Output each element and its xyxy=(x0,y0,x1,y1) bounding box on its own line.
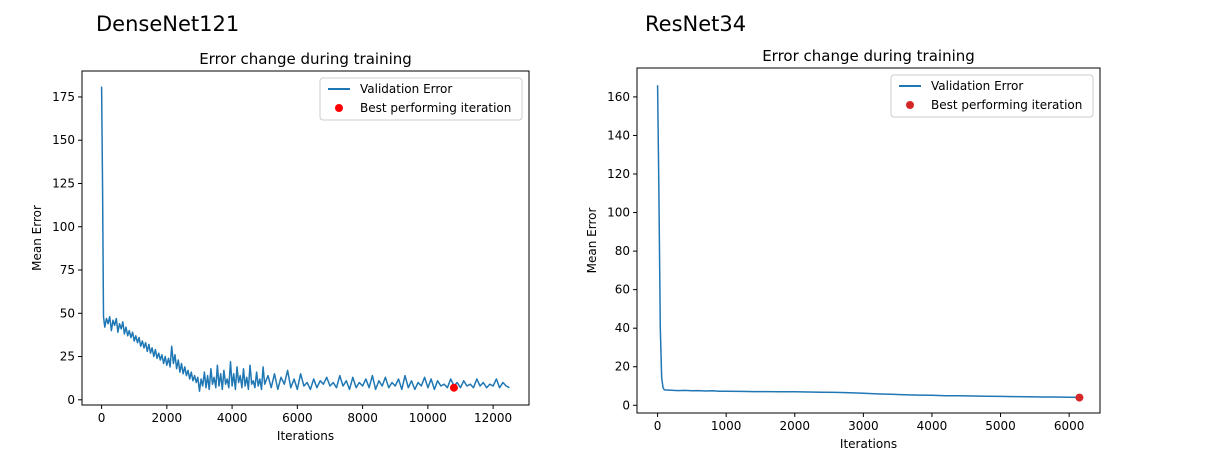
best-iteration-point xyxy=(449,383,458,392)
x-tick-label: 6000 xyxy=(282,411,313,425)
y-tick-label: 75 xyxy=(60,263,75,277)
y-tick-label: 80 xyxy=(615,244,630,258)
legend-box xyxy=(890,74,1094,118)
y-tick-label: 0 xyxy=(622,398,630,412)
legend-marker-swatch xyxy=(335,104,343,112)
y-tick-label: 175 xyxy=(52,90,75,104)
validation-error-line xyxy=(100,86,510,392)
y-axis-label: Mean Error xyxy=(585,208,599,274)
y-tick-label: 140 xyxy=(607,128,630,142)
resnet-heading: ResNet34 xyxy=(645,12,747,36)
best-iteration-point xyxy=(1075,393,1084,402)
x-tick-label: 8000 xyxy=(347,411,378,425)
x-tick-label: 4000 xyxy=(217,411,248,425)
x-tick-label: 5000 xyxy=(985,419,1016,433)
x-tick-label: 4000 xyxy=(917,419,948,433)
legend: Validation Error Best performing iteratio… xyxy=(890,74,1094,118)
x-axis-label: Iterations xyxy=(840,437,897,451)
legend-label: Best performing iteration xyxy=(360,101,511,115)
validation-error-line xyxy=(656,85,1080,399)
chart-title: Error change during training xyxy=(199,50,412,68)
legend-box xyxy=(319,77,523,121)
x-tick-label: 2000 xyxy=(779,419,810,433)
legend-marker-swatch xyxy=(906,101,914,109)
x-axis-label: Iterations xyxy=(277,429,334,443)
x-tick-label: 12000 xyxy=(474,411,512,425)
y-tick-label: 60 xyxy=(615,283,630,297)
legend-label: Validation Error xyxy=(360,82,452,96)
y-tick-label: 0 xyxy=(67,393,75,407)
legend-label: Validation Error xyxy=(931,79,1023,93)
y-tick-label: 40 xyxy=(615,321,630,335)
x-tick-label: 6000 xyxy=(1054,419,1085,433)
y-axis-label: Mean Error xyxy=(30,205,44,271)
legend-label: Best performing iteration xyxy=(931,98,1082,112)
y-tick-label: 100 xyxy=(607,206,630,220)
y-tick-label: 25 xyxy=(60,350,75,364)
y-tick-label: 50 xyxy=(60,306,75,320)
chart-title: Error change during training xyxy=(762,47,975,65)
x-tick-label: 10000 xyxy=(409,411,447,425)
y-tick-label: 100 xyxy=(52,220,75,234)
y-tick-label: 120 xyxy=(607,167,630,181)
densenet-heading: DenseNet121 xyxy=(96,12,240,36)
x-tick-label: 3000 xyxy=(848,419,879,433)
x-tick-label: 2000 xyxy=(152,411,183,425)
x-tick-label: 1000 xyxy=(711,419,742,433)
y-tick-label: 160 xyxy=(607,90,630,104)
x-tick-label: 0 xyxy=(654,419,662,433)
y-tick-label: 125 xyxy=(52,176,75,190)
plot-frame xyxy=(636,67,1101,414)
plot-frame xyxy=(81,70,530,406)
y-tick-label: 20 xyxy=(615,360,630,374)
legend: Validation Error Best performing iteratio… xyxy=(319,77,523,121)
y-tick-label: 150 xyxy=(52,133,75,147)
x-tick-label: 0 xyxy=(98,411,106,425)
